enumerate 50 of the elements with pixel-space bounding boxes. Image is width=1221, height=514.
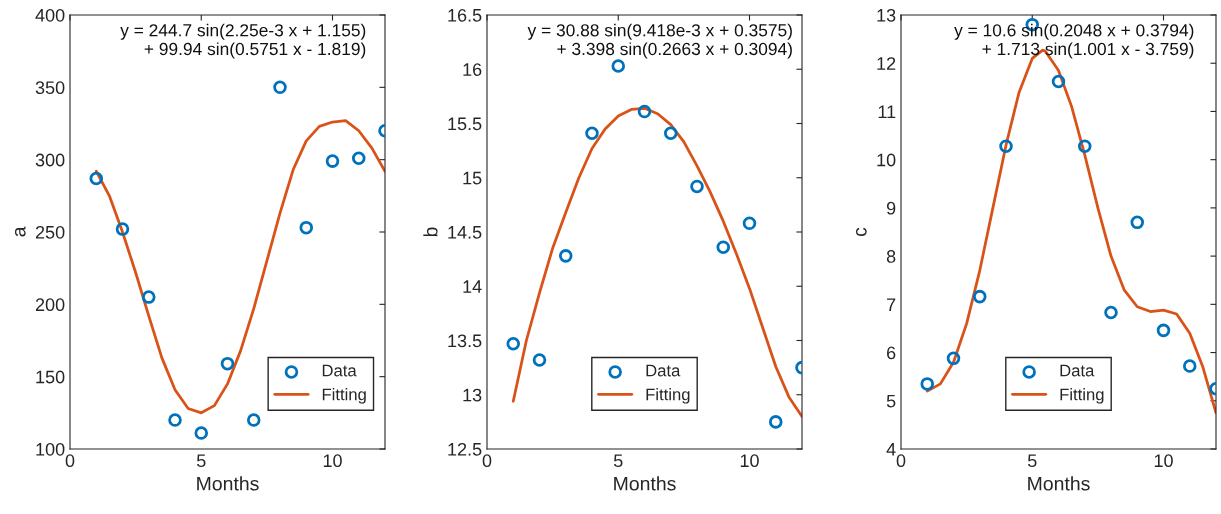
y-tick-label: 6 [887,346,896,360]
y-tick-label: 13 [463,388,482,402]
y-tick-label: 12.5 [448,442,482,456]
x-tick-label: 0 [896,454,906,468]
x-tick-label: 0 [65,454,75,468]
y-tick-label: 5 [886,394,896,408]
x-axis-title: Months [197,476,259,491]
legend-label: Data [1060,364,1095,377]
annotation: y = 244.7 sin(2.25e-3 x + 1.155) + 99.94 sin(0.5751 x - 1.819) [120,23,366,59]
x-axis-title: Months [614,476,676,491]
y-tick-label: 150 [36,370,65,384]
y-tick-label: 15.5 [448,117,482,131]
y-tick-label: 13 [877,8,896,22]
y-tick-label: 200 [35,298,65,312]
legend-label: Fitting [322,388,366,404]
x-axis-title: Months [1028,476,1090,491]
y-tick-label: 10 [877,153,896,167]
x-tick-label: 5 [613,454,623,468]
y-tick-label: 9 [886,201,896,215]
y-tick-label: 13.5 [448,334,482,348]
y-tick-label: 16.5 [448,8,482,22]
y-tick-label: 7 [887,298,896,311]
legend-label: Fitting [646,388,690,404]
y-axis-title: c [856,227,867,237]
y-tick-label: 11 [878,105,896,118]
y-axis-title: a [14,226,26,237]
y-axis-title: b [423,227,438,237]
y-tick-label: 8 [886,250,896,263]
y-tick-label: 100 [36,442,65,456]
y-tick-label: 14.5 [448,226,482,239]
legend-label: Fitting [1060,388,1104,404]
y-tick-label: 12 [877,57,896,70]
y-tick-label: 15 [463,171,482,185]
x-tick-label: 10 [323,454,342,468]
x-tick-label: 5 [196,454,206,468]
y-tick-label: 14 [463,280,482,293]
legend-label: Data [322,364,357,377]
y-tick-label: 300 [35,153,65,167]
y-tick-label: 250 [35,225,65,239]
y-tick-label: 16 [463,63,482,76]
annotation: y = 30.88 sin(9.418e-3 x + 0.3575) + 3.398 sin(0.2663 x + 0.3094) [527,23,792,59]
x-tick-label: 10 [740,454,759,468]
legend-label: Data [646,364,681,377]
x-tick-label: 10 [1154,454,1173,468]
annotation: y = 10.6 sin(0.2048 x + 0.3794) + 1.713 sin(1.001 x - 3.759) [954,23,1194,59]
y-tick-label: 4 [886,443,896,456]
y-tick-label: 400 [35,8,65,22]
x-tick-label: 5 [1027,454,1037,468]
y-tick-label: 350 [35,81,65,95]
x-tick-label: 0 [482,454,492,468]
